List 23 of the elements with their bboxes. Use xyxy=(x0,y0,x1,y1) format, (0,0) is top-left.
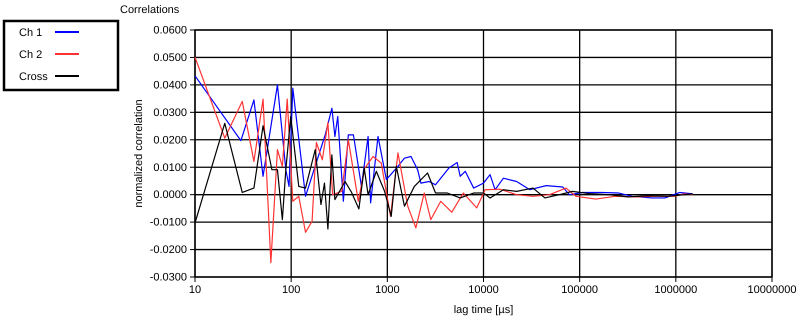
y-tick-label: 0.0400 xyxy=(153,79,187,92)
x-tick-label: 100000 xyxy=(561,284,598,296)
y-tick-label: -0.0100 xyxy=(150,216,187,229)
y-tick-label: 0.0300 xyxy=(153,106,187,119)
y-tick-label: 0.0500 xyxy=(153,52,187,64)
x-tick-label: 1000 xyxy=(375,284,400,296)
y-tick-label: 0.0000 xyxy=(153,189,187,202)
y-tick-label: 0.0200 xyxy=(153,134,187,146)
chart-title: Correlations xyxy=(120,4,180,16)
y-tick-label: 0.0100 xyxy=(153,162,187,174)
x-axis-title: lag time [µs] xyxy=(454,304,514,316)
legend-label: Ch 2 xyxy=(19,49,42,61)
legend-label: Cross xyxy=(19,71,48,83)
x-tick-label: 100 xyxy=(282,284,300,296)
y-tick-label: 0.0600 xyxy=(153,24,187,37)
x-tick-label: 10 xyxy=(188,284,202,296)
y-tick-label: -0.0200 xyxy=(150,244,187,256)
x-tick-label: 10000000 xyxy=(748,284,796,296)
y-axis-title: normalized correlation xyxy=(133,99,145,208)
x-tick-label: 1000000 xyxy=(654,284,698,296)
y-tick-label: -0.0300 xyxy=(150,272,187,284)
legend-label: Ch 1 xyxy=(19,27,42,39)
x-tick-label: 10000 xyxy=(468,284,499,296)
